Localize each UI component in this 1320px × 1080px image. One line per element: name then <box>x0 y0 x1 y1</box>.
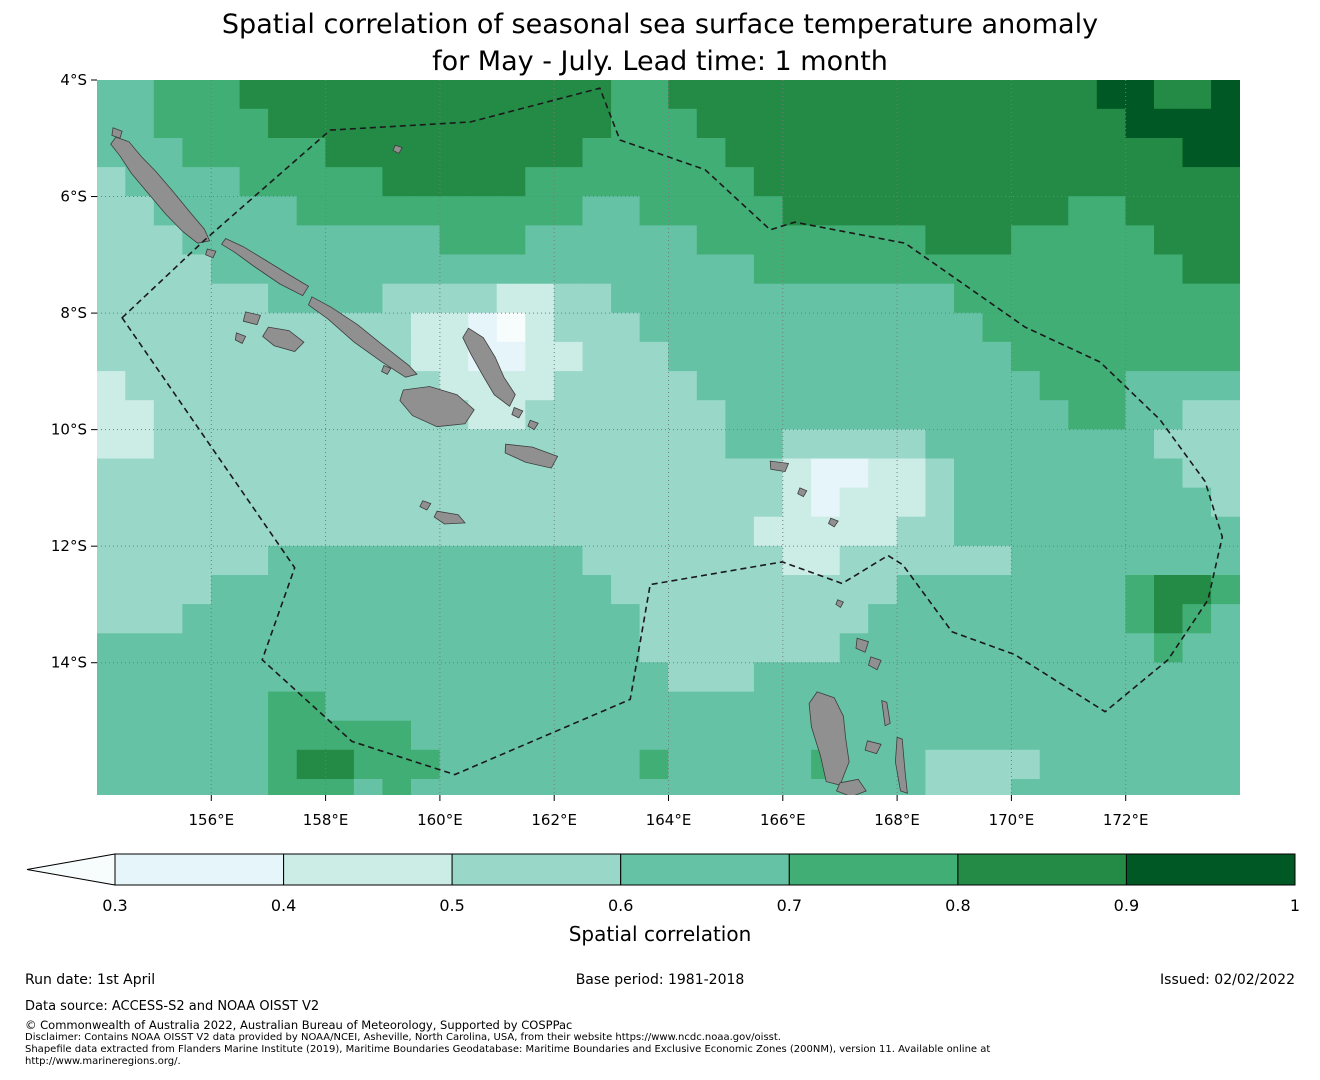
colorbar-tick-label: 0.4 <box>271 896 296 915</box>
island-landmass <box>462 327 516 407</box>
colorbar-tick-label: 0.8 <box>945 896 970 915</box>
colorbar-tick-label: 0.7 <box>777 896 802 915</box>
issued-date-label: Issued: 02/02/2022 <box>1160 972 1295 988</box>
island-landmass <box>399 386 475 428</box>
lon-tick-label: 168°E <box>874 811 920 829</box>
island-landmass <box>381 364 392 375</box>
lon-tick-label: 164°E <box>646 811 692 829</box>
data-source-label: Data source: ACCESS-S2 and NOAA OISST V2 <box>25 999 320 1014</box>
chart-title-line1: Spatial correlation of seasonal sea surf… <box>221 9 1099 40</box>
island-landmass <box>881 700 891 727</box>
lat-tick-label: 14°S <box>51 654 87 672</box>
axes: 4°S 6°S 8°S 10°S 12°S 14°S 156°E 158°E 160°E 162°… <box>51 71 1149 829</box>
island-landmass <box>262 326 305 352</box>
colorbar-tick-label: 0.6 <box>608 896 633 915</box>
lon-tick-label: 162°E <box>531 811 577 829</box>
island-landmass <box>205 248 217 259</box>
island-landmass <box>527 419 539 431</box>
island-landmass <box>827 517 839 528</box>
island-landmass <box>308 296 418 378</box>
lon-tick-label: 166°E <box>760 811 806 829</box>
graticule-gridlines <box>97 80 1240 795</box>
colorbar-tick-label: 1 <box>1290 896 1300 915</box>
island-landmass <box>419 500 432 511</box>
lon-tick-label: 172°E <box>1103 811 1149 829</box>
island-landmass <box>835 778 867 795</box>
island-landmass <box>392 144 403 154</box>
base-period-label: Base period: 1981-2018 <box>575 972 745 988</box>
colorbar-underflow-arrow <box>26 853 116 886</box>
lon-tick-label: 160°E <box>417 811 463 829</box>
colorbar: 0.3 0.4 0.5 0.6 0.7 0.8 0.9 1 Spatial correlatio… <box>26 853 1300 946</box>
lat-tick-label: 12°S <box>51 537 87 555</box>
island-landmass <box>242 311 261 326</box>
island-landmass <box>504 443 559 469</box>
colorbar-tick-label: 0.9 <box>1114 896 1139 915</box>
island-landmass <box>433 510 466 525</box>
island-landmass <box>797 487 808 498</box>
colorbar-axis-label: Spatial correlation <box>569 922 752 946</box>
lat-tick-label: 10°S <box>51 421 87 439</box>
eez-dashed-boundary <box>121 87 1224 776</box>
colorbar-tick-label: 0.5 <box>439 896 464 915</box>
island-landmass <box>234 332 247 344</box>
chart-title-line2: for May - July. Lead time: 1 month <box>432 46 888 77</box>
lat-tick-label: 4°S <box>60 71 87 89</box>
island-landmass <box>894 736 908 794</box>
run-date-label: Run date: 1st April <box>25 972 156 988</box>
island-landmass <box>835 599 844 608</box>
disclaimer-line1: Disclaimer: Contains NOAA OISST V2 data … <box>25 1032 781 1043</box>
lon-tick-label: 170°E <box>989 811 1035 829</box>
island-landmass <box>864 740 882 755</box>
island-landmass <box>221 237 310 297</box>
chart-title: Spatial correlation of seasonal sea surf… <box>0 6 1320 80</box>
land-islands <box>110 127 908 795</box>
heatmap-cells <box>97 80 1240 795</box>
disclaimer-line3: http://www.marineregions.org/. <box>25 1056 181 1067</box>
lon-tick-label: 158°E <box>303 811 349 829</box>
island-landmass <box>868 656 882 671</box>
island-landmass <box>855 637 870 653</box>
island-landmass <box>769 460 790 473</box>
disclaimer-line2: Shapefile data extracted from Flanders M… <box>25 1044 991 1055</box>
lat-tick-label: 8°S <box>60 304 87 322</box>
island-landmass <box>511 406 524 419</box>
copyright-label: © Commonwealth of Australia 2022, Austra… <box>25 1018 573 1032</box>
colorbar-tick-label: 0.3 <box>102 896 127 915</box>
lon-tick-label: 156°E <box>188 811 234 829</box>
figure-svg: 4°S 6°S 8°S 10°S 12°S 14°S 156°E 158°E 160°E 162°… <box>26 71 1300 946</box>
lat-tick-label: 6°S <box>60 188 87 206</box>
